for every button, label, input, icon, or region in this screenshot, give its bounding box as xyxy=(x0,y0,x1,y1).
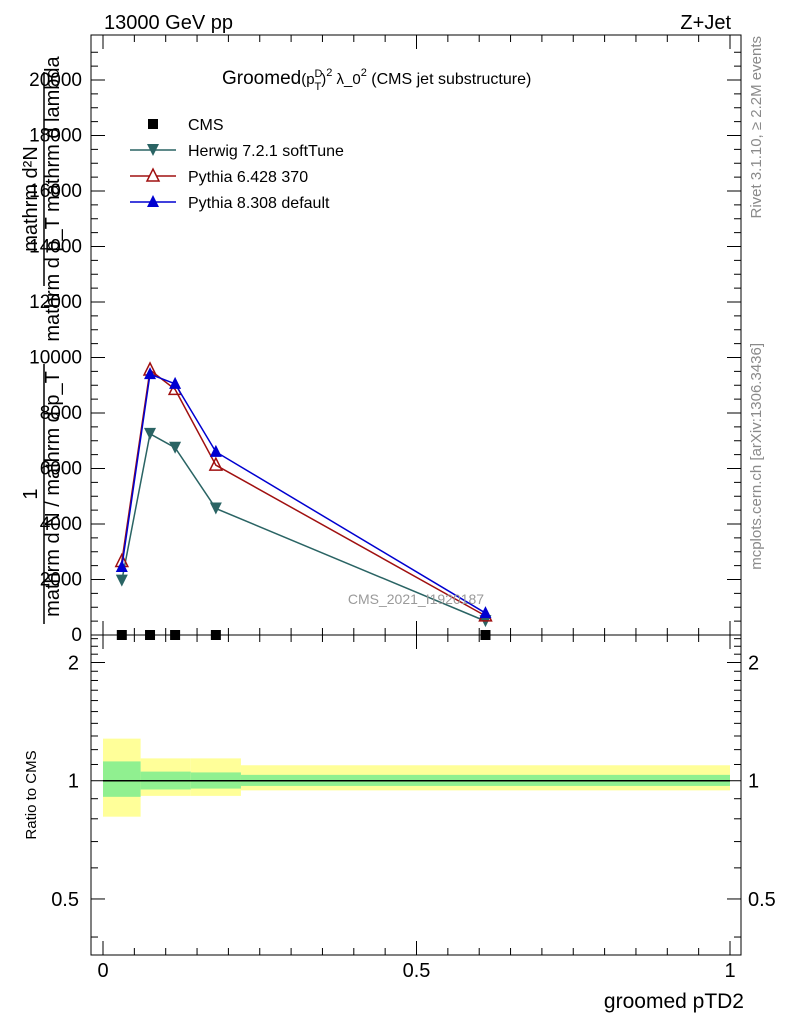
y-tick-label: 0 xyxy=(71,625,82,646)
ratio-y-tick-label-right: 0.5 xyxy=(748,889,776,911)
herwig-point xyxy=(115,574,128,587)
herwig-point xyxy=(169,441,182,454)
rivet-version-label: Rivet 3.1.10, ≥ 2.2M events xyxy=(748,36,765,219)
mcplots-label: mcplots.cern.ch [arXiv:1306.3436] xyxy=(748,343,765,570)
legend-entry-label: Pythia 8.308 default xyxy=(188,195,330,212)
ratio-y-tick-label-right: 2 xyxy=(748,653,759,675)
ylabel-denominator-1: mathrm d p_T mathrm d lambda xyxy=(42,55,64,341)
y-tick-label: 12000 xyxy=(29,292,82,313)
analysis-watermark: CMS_2021_I1920187 xyxy=(348,591,484,607)
pythia8-point xyxy=(115,560,128,573)
y-tick-label: 8000 xyxy=(40,403,82,424)
process-label: Z+Jet xyxy=(680,12,731,34)
ylabel-denominator-2: mathrm d N / mathrm d p_T xyxy=(42,371,64,617)
pythia8-point xyxy=(169,376,182,389)
ratio-y-tick-label-right: 1 xyxy=(748,771,759,793)
main-y-axis-label: mathrm d²N mathrm d p_T mathrm d lambda … xyxy=(20,55,64,624)
y-tick-label: 16000 xyxy=(29,181,82,202)
x-axis-label: groomed pTD2 xyxy=(604,990,744,1013)
x-tick-label: 0 xyxy=(97,960,108,982)
y-tick-label: 4000 xyxy=(40,514,82,535)
legend-entry-label: CMS xyxy=(188,117,224,134)
ratio-y-tick-label-left: 2 xyxy=(68,653,79,675)
ratio-y-tick-label-left: 1 xyxy=(68,771,79,793)
x-tick-label: 0.5 xyxy=(403,960,431,982)
legend-marker-cms xyxy=(148,119,158,129)
y-tick-label: 2000 xyxy=(40,570,82,591)
y-tick-label: 20000 xyxy=(29,70,82,91)
legend-entry-label: Herwig 7.2.1 softTune xyxy=(188,143,344,160)
ratio-y-tick-label-left: 0.5 xyxy=(51,889,79,911)
x-tick-label: 1 xyxy=(724,960,735,982)
series-line xyxy=(121,368,486,617)
series-line xyxy=(121,373,486,614)
pythia6-point xyxy=(208,456,224,471)
legend-entry-label: Pythia 6.428 370 xyxy=(188,169,308,186)
ratio-panel: 0.5 0.5 1 1 2 2 0 0.5 1 Ratio to CMS xyxy=(23,634,776,982)
main-panel: 0 2000 4000 6000 8000 10000 12000 14000 16000 180… xyxy=(20,34,742,646)
herwig-point xyxy=(209,502,222,515)
y-tick-label: 18000 xyxy=(29,126,82,147)
ratio-y-axis-label: Ratio to CMS xyxy=(23,750,40,839)
y-tick-label: 6000 xyxy=(40,459,82,480)
legend-marker-herwig xyxy=(147,144,159,156)
herwig-point xyxy=(144,427,157,440)
ylabel-numerator-2: 1 xyxy=(20,488,42,499)
plot-title: Groomed(pD T)2 λ_02 (CMS jet substructure… xyxy=(222,67,531,93)
legend: CMS Herwig 7.2.1 softTune Pythia 6.428 370… xyxy=(130,117,344,212)
pythia8-point xyxy=(144,367,157,380)
y-tick-label: 14000 xyxy=(29,237,82,258)
energy-label: 13000 GeV pp xyxy=(104,12,233,34)
ylabel-numerator-1: mathrm d²N xyxy=(20,146,42,252)
pythia8-point xyxy=(479,606,492,619)
legend-marker-pythia8 xyxy=(147,195,159,207)
pythia8-point xyxy=(209,444,222,457)
y-tick-label: 10000 xyxy=(29,348,82,369)
legend-marker-pythia6 xyxy=(145,167,161,182)
ratio-stat-uncertainty-band xyxy=(103,761,141,797)
